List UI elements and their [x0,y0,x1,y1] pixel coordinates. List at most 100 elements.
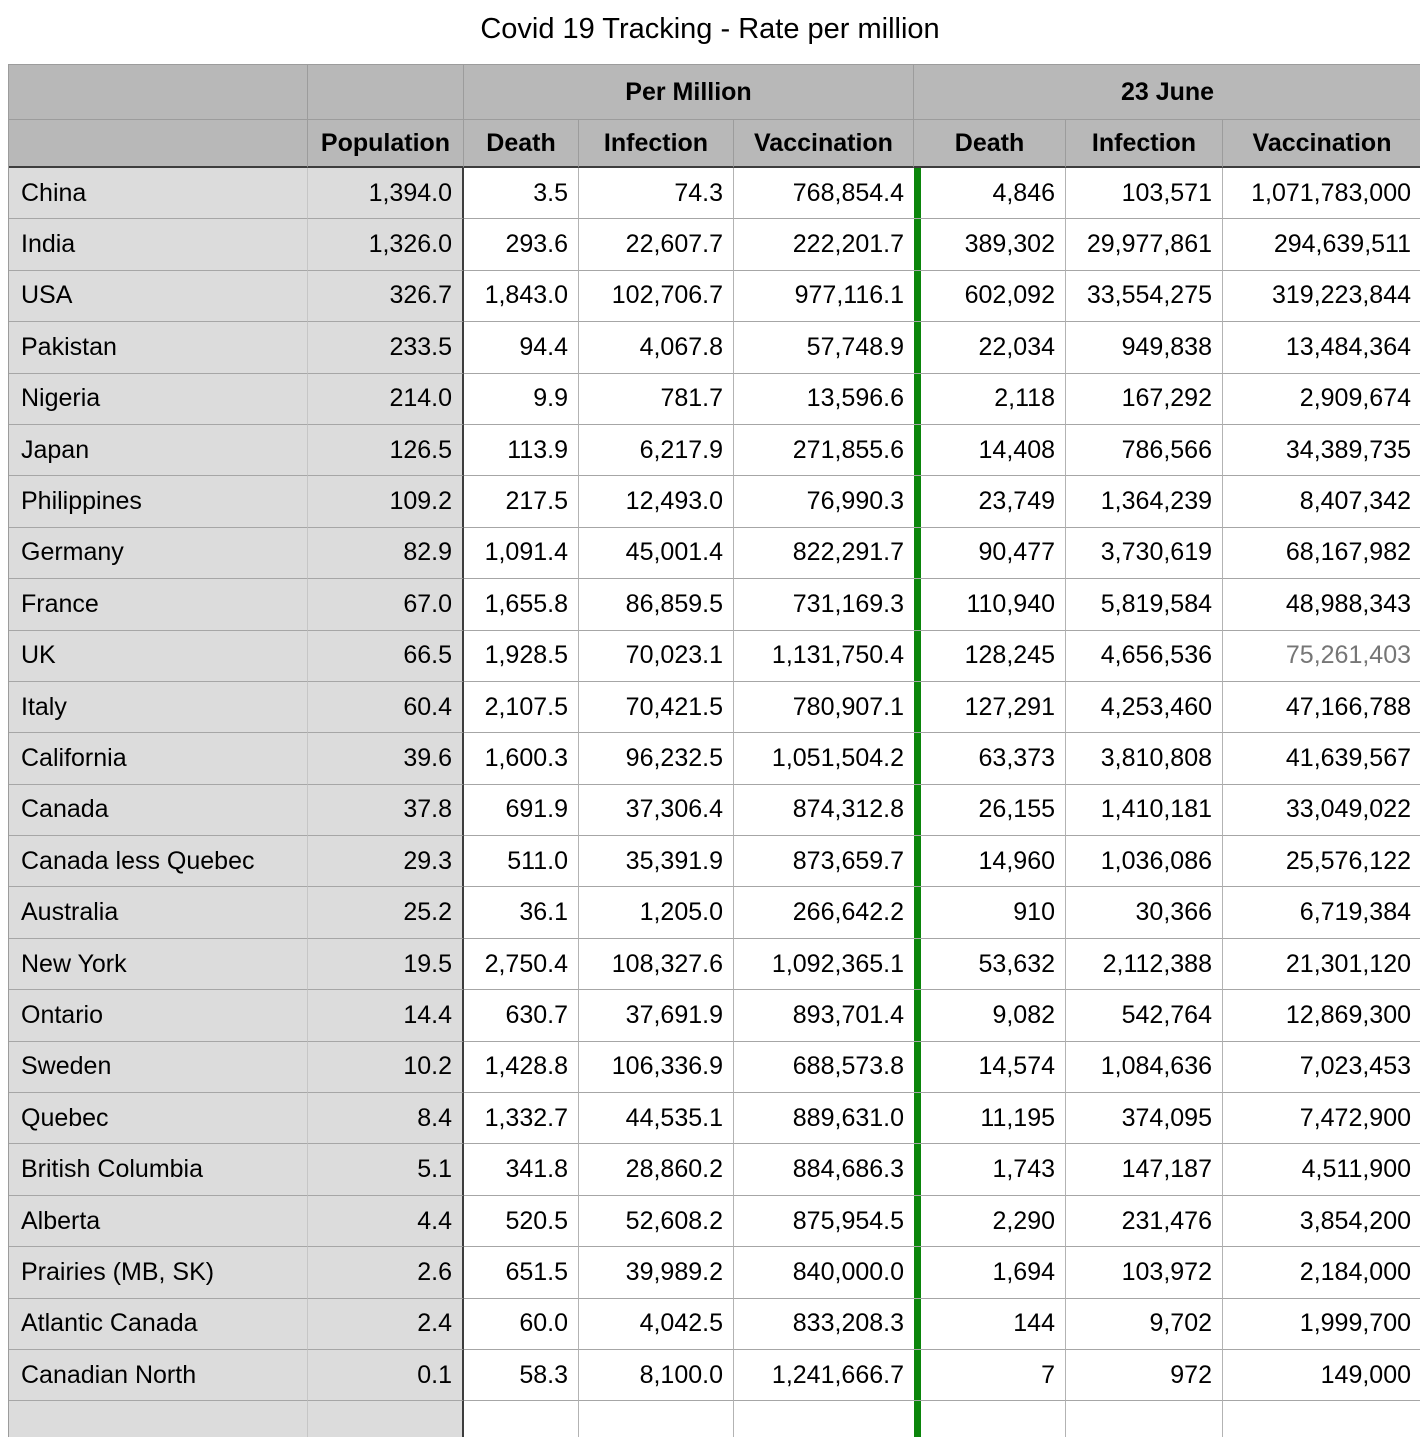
row-label: India [9,219,308,271]
june-vaccination-cell: 8,407,342 [1223,476,1420,528]
june-vaccination-cell [1223,1401,1420,1437]
per-million-death-cell: 3.5 [464,168,579,220]
june-death-cell: 26,155 [914,784,1066,837]
per-million-vaccination-cell: 222,201.7 [734,219,914,271]
column-header-row: Population Death Infection Vaccination D… [9,120,1420,168]
june-vaccination-cell: 13,484,364 [1223,322,1420,374]
per-million-infection-cell: 44,535.1 [579,1093,734,1145]
per-million-vaccination-cell: 688,573.8 [734,1041,914,1094]
population-cell: 8.4 [308,1093,464,1145]
per-million-vaccination-cell: 731,169.3 [734,579,914,631]
table-row: Prairies (MB, SK) 2.6 651.5 39,989.2 840… [9,1247,1420,1299]
population-cell: 1,394.0 [308,168,464,220]
june-infection-cell: 147,187 [1066,1144,1223,1196]
june-vaccination-cell: 2,184,000 [1223,1247,1420,1299]
per-million-vaccination-cell [734,1401,914,1437]
june-infection-cell: 972 [1066,1349,1223,1402]
per-million-death-cell: 1,655.8 [464,579,579,631]
per-million-infection-cell: 22,607.7 [579,219,734,271]
row-label: Alberta [9,1195,308,1248]
per-million-vaccination-cell: 977,116.1 [734,270,914,323]
population-cell: 1,326.0 [308,219,464,271]
table-row: Nigeria 214.0 9.9 781.7 13,596.6 2,118 1… [9,373,1420,425]
population-cell: 4.4 [308,1195,464,1248]
per-million-death-cell: 1,428.8 [464,1041,579,1094]
row-label: Canadian North [9,1349,308,1402]
table-row: Canada less Quebec 29.3 511.0 35,391.9 8… [9,836,1420,888]
per-million-death-cell: 113.9 [464,424,579,477]
per-million-vaccination-cell: 840,000.0 [734,1247,914,1299]
june-vaccination-cell: 48,988,343 [1223,579,1420,631]
per-million-infection-cell: 96,232.5 [579,733,734,785]
june-vaccination-cell: 33,049,022 [1223,784,1420,837]
june-infection-cell: 5,819,584 [1066,579,1223,631]
row-label: Pakistan [9,322,308,374]
row-label: Nigeria [9,373,308,425]
per-million-vaccination-cell: 833,208.3 [734,1298,914,1350]
june-infection-cell: 103,571 [1066,168,1223,220]
june-vaccination-cell: 21,301,120 [1223,938,1420,991]
population-cell: 60.4 [308,681,464,734]
june-infection-cell [1066,1401,1223,1437]
per-million-death-cell: 1,091.4 [464,527,579,580]
population-cell [308,1401,464,1437]
per-million-death-cell: 2,107.5 [464,681,579,734]
per-million-death-cell: 520.5 [464,1195,579,1248]
june-vaccination-cell: 4,511,900 [1223,1144,1420,1196]
june-vaccination-cell: 3,854,200 [1223,1195,1420,1248]
june-death-cell: 23,749 [914,476,1066,528]
per-million-death-cell: 58.3 [464,1349,579,1402]
per-million-vaccination-cell: 57,748.9 [734,322,914,374]
row-label: British Columbia [9,1144,308,1196]
per-million-vaccination-cell: 889,631.0 [734,1093,914,1145]
per-million-infection-cell: 74.3 [579,168,734,220]
per-million-infection-cell: 37,691.9 [579,990,734,1042]
per-million-vaccination-cell: 271,855.6 [734,424,914,477]
per-million-vaccination-cell: 76,990.3 [734,476,914,528]
june-death-cell: 1,743 [914,1144,1066,1196]
column-header-pm-vaccination: Vaccination [734,120,914,168]
june-vaccination-cell: 1,071,783,000 [1223,168,1420,220]
per-million-death-cell: 1,928.5 [464,630,579,682]
table-row: California 39.6 1,600.3 96,232.5 1,051,5… [9,733,1420,785]
per-million-infection-cell: 102,706.7 [579,270,734,323]
per-million-infection-cell: 35,391.9 [579,836,734,888]
table-row: Italy 60.4 2,107.5 70,421.5 780,907.1 12… [9,681,1420,734]
june-death-cell: 2,290 [914,1195,1066,1248]
june-death-cell: 4,846 [914,168,1066,220]
june-death-cell: 53,632 [914,938,1066,991]
row-label: Japan [9,424,308,477]
covid-table: Per Million 23 June Population Death Inf… [9,65,1420,1437]
population-cell: 29.3 [308,836,464,888]
june-infection-cell: 9,702 [1066,1298,1223,1350]
row-label: Australia [9,887,308,939]
per-million-infection-cell: 4,067.8 [579,322,734,374]
table-body: China 1,394.0 3.5 74.3 768,854.4 4,846 1… [9,168,1420,1437]
row-label [9,1401,308,1437]
per-million-vaccination-cell: 1,092,365.1 [734,938,914,991]
june-infection-cell: 1,410,181 [1066,784,1223,837]
june-infection-cell: 949,838 [1066,322,1223,374]
row-label: Sweden [9,1041,308,1094]
june-infection-cell: 103,972 [1066,1247,1223,1299]
june-infection-cell: 3,730,619 [1066,527,1223,580]
row-label: Germany [9,527,308,580]
table-row: Philippines 109.2 217.5 12,493.0 76,990.… [9,476,1420,528]
row-label: Quebec [9,1093,308,1145]
per-million-death-cell: 341.8 [464,1144,579,1196]
june-infection-cell: 231,476 [1066,1195,1223,1248]
june-death-cell: 910 [914,887,1066,939]
column-header-june-death: Death [914,120,1066,168]
june-vaccination-cell: 25,576,122 [1223,836,1420,888]
group-header-23-june: 23 June [914,65,1420,120]
row-label: UK [9,630,308,682]
column-header-pm-infection: Infection [579,120,734,168]
per-million-death-cell: 1,332.7 [464,1093,579,1145]
per-million-vaccination-cell: 1,051,504.2 [734,733,914,785]
table-row: USA 326.7 1,843.0 102,706.7 977,116.1 60… [9,270,1420,323]
june-death-cell: 14,574 [914,1041,1066,1094]
per-million-death-cell: 630.7 [464,990,579,1042]
per-million-infection-cell: 12,493.0 [579,476,734,528]
june-vaccination-cell: 75,261,403 [1223,630,1420,682]
june-vaccination-cell: 2,909,674 [1223,373,1420,425]
